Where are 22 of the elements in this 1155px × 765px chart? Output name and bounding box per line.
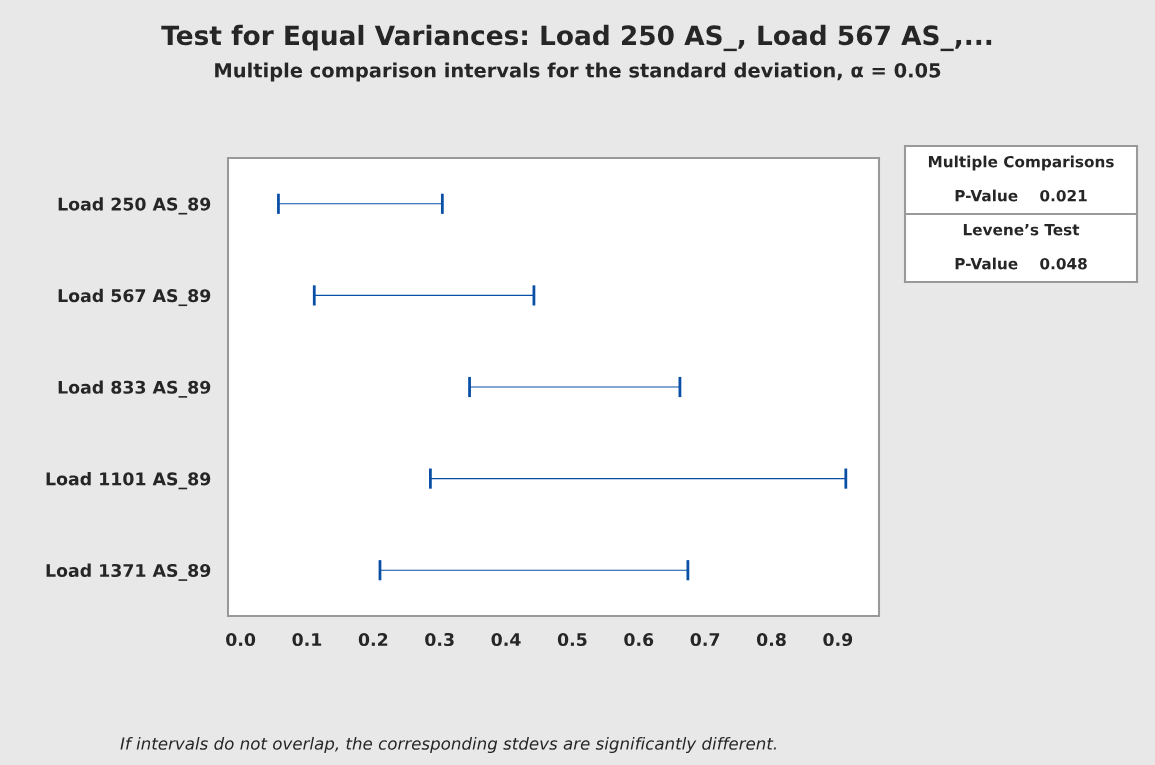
x-tick-label: 0.3 <box>425 632 454 647</box>
text: P-Value 0.048 <box>955 257 1087 270</box>
y-tick-label: Load 250 AS_89 <box>58 197 211 215</box>
text: Multiple Comparisons <box>928 155 1114 171</box>
x-tick-label: 0.7 <box>690 632 720 647</box>
y-tick-label: Load 833 AS_89 <box>58 380 211 398</box>
x-tick-label: 0.1 <box>292 632 322 647</box>
x-tick-label: 0.4 <box>491 632 521 647</box>
y-tick-label: Load 1101 AS_89 <box>46 472 211 490</box>
x-tick-label: 0.0 <box>226 632 256 647</box>
text: If intervals do not overlap, the corresponding stdevs are significantly different. <box>120 736 776 754</box>
text: Levene’s Test <box>963 224 1080 236</box>
x-tick-label: 0.6 <box>624 632 654 647</box>
chart-title: Test for Equal Variances: Load 250 AS_, Load 567 AS_,... <box>161 24 992 52</box>
chart-subtitle: Multiple comparison intervals for the standard deviation, α = 0.05 <box>215 62 941 82</box>
y-tick-label: Load 1371 AS_89 <box>46 563 211 581</box>
y-tick-label: Load 567 AS_89 <box>58 288 211 307</box>
x-tick-label: 0.2 <box>358 632 388 647</box>
text: P-Value 0.021 <box>955 189 1087 202</box>
x-tick-label: 0.8 <box>756 632 786 647</box>
x-tick-label: 0.9 <box>823 632 853 647</box>
x-tick-label: 0.5 <box>557 632 587 647</box>
